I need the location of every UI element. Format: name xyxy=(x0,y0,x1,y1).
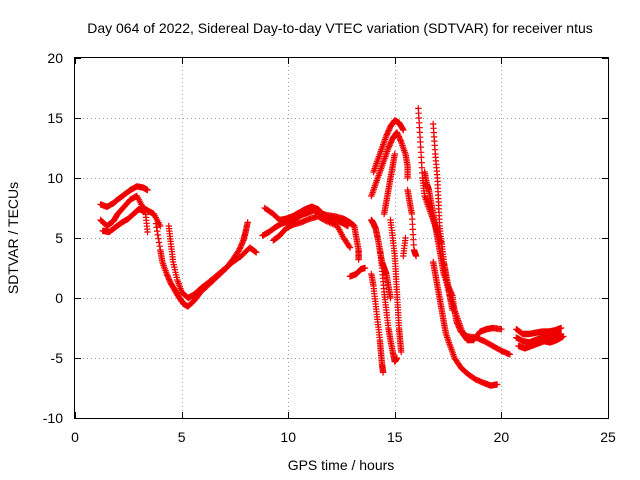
data-point-D xyxy=(235,248,242,255)
data-point-Y xyxy=(560,333,567,340)
chart-title: Day 064 of 2022, Sidereal Day-to-day VTE… xyxy=(87,20,593,36)
data-point-B xyxy=(157,222,164,230)
data-point-G xyxy=(344,222,352,230)
data-point-R xyxy=(498,326,505,333)
x-tick-label: 15 xyxy=(387,429,403,445)
data-point-M xyxy=(387,294,394,302)
data-point-H xyxy=(345,243,353,250)
data-point-H xyxy=(323,218,330,225)
data-point-W xyxy=(557,324,565,332)
y-axis-label: SDTVAR / TECUs xyxy=(5,182,21,294)
data-point-C xyxy=(144,228,151,236)
data-point-H xyxy=(331,221,338,228)
data-point-U xyxy=(493,381,501,388)
data-point-H xyxy=(324,218,332,226)
y-tick-label: 0 xyxy=(55,290,63,306)
data-points xyxy=(97,105,567,389)
data-point-H xyxy=(346,244,354,251)
data-point-I xyxy=(361,264,369,272)
data-point-J xyxy=(400,126,407,134)
x-tick-label: 20 xyxy=(494,429,510,445)
x-tick-labels: 0 5 10 15 20 25 xyxy=(71,429,616,445)
y-tick-label: 10 xyxy=(47,170,63,186)
data-point-L xyxy=(391,150,398,158)
y-tick-labels: -10 -5 0 5 10 15 20 xyxy=(43,50,63,426)
data-point-F xyxy=(355,256,362,263)
y-tick-label: 15 xyxy=(47,110,63,126)
data-point-P xyxy=(398,348,405,356)
x-tick-label: 5 xyxy=(178,429,186,445)
data-point-D xyxy=(244,219,251,226)
y-tick-label: -10 xyxy=(43,410,63,426)
x-tick-label: 10 xyxy=(280,429,296,445)
data-point-S xyxy=(506,351,514,358)
data-point-K xyxy=(404,174,411,182)
data-point-N xyxy=(379,369,387,376)
x-tick-label: 0 xyxy=(71,429,79,445)
plot-frame xyxy=(74,57,609,419)
y-tick-label: -5 xyxy=(51,350,64,366)
data-point-V xyxy=(402,234,409,242)
data-point-H xyxy=(329,220,336,228)
data-point-T xyxy=(449,306,456,314)
x-tick-label: 25 xyxy=(600,429,616,445)
y-tick-label: 5 xyxy=(55,230,63,246)
data-point-Q xyxy=(412,252,420,260)
data-point-S xyxy=(454,321,461,328)
data-point-E xyxy=(252,248,259,255)
data-point-O xyxy=(393,354,401,362)
data-point-E xyxy=(253,249,260,256)
data-point-D xyxy=(154,231,161,239)
y-tick-label: 20 xyxy=(47,50,63,66)
data-point-H xyxy=(326,219,333,226)
data-point-A xyxy=(144,186,151,194)
x-axis-label: GPS time / hours xyxy=(288,457,395,473)
